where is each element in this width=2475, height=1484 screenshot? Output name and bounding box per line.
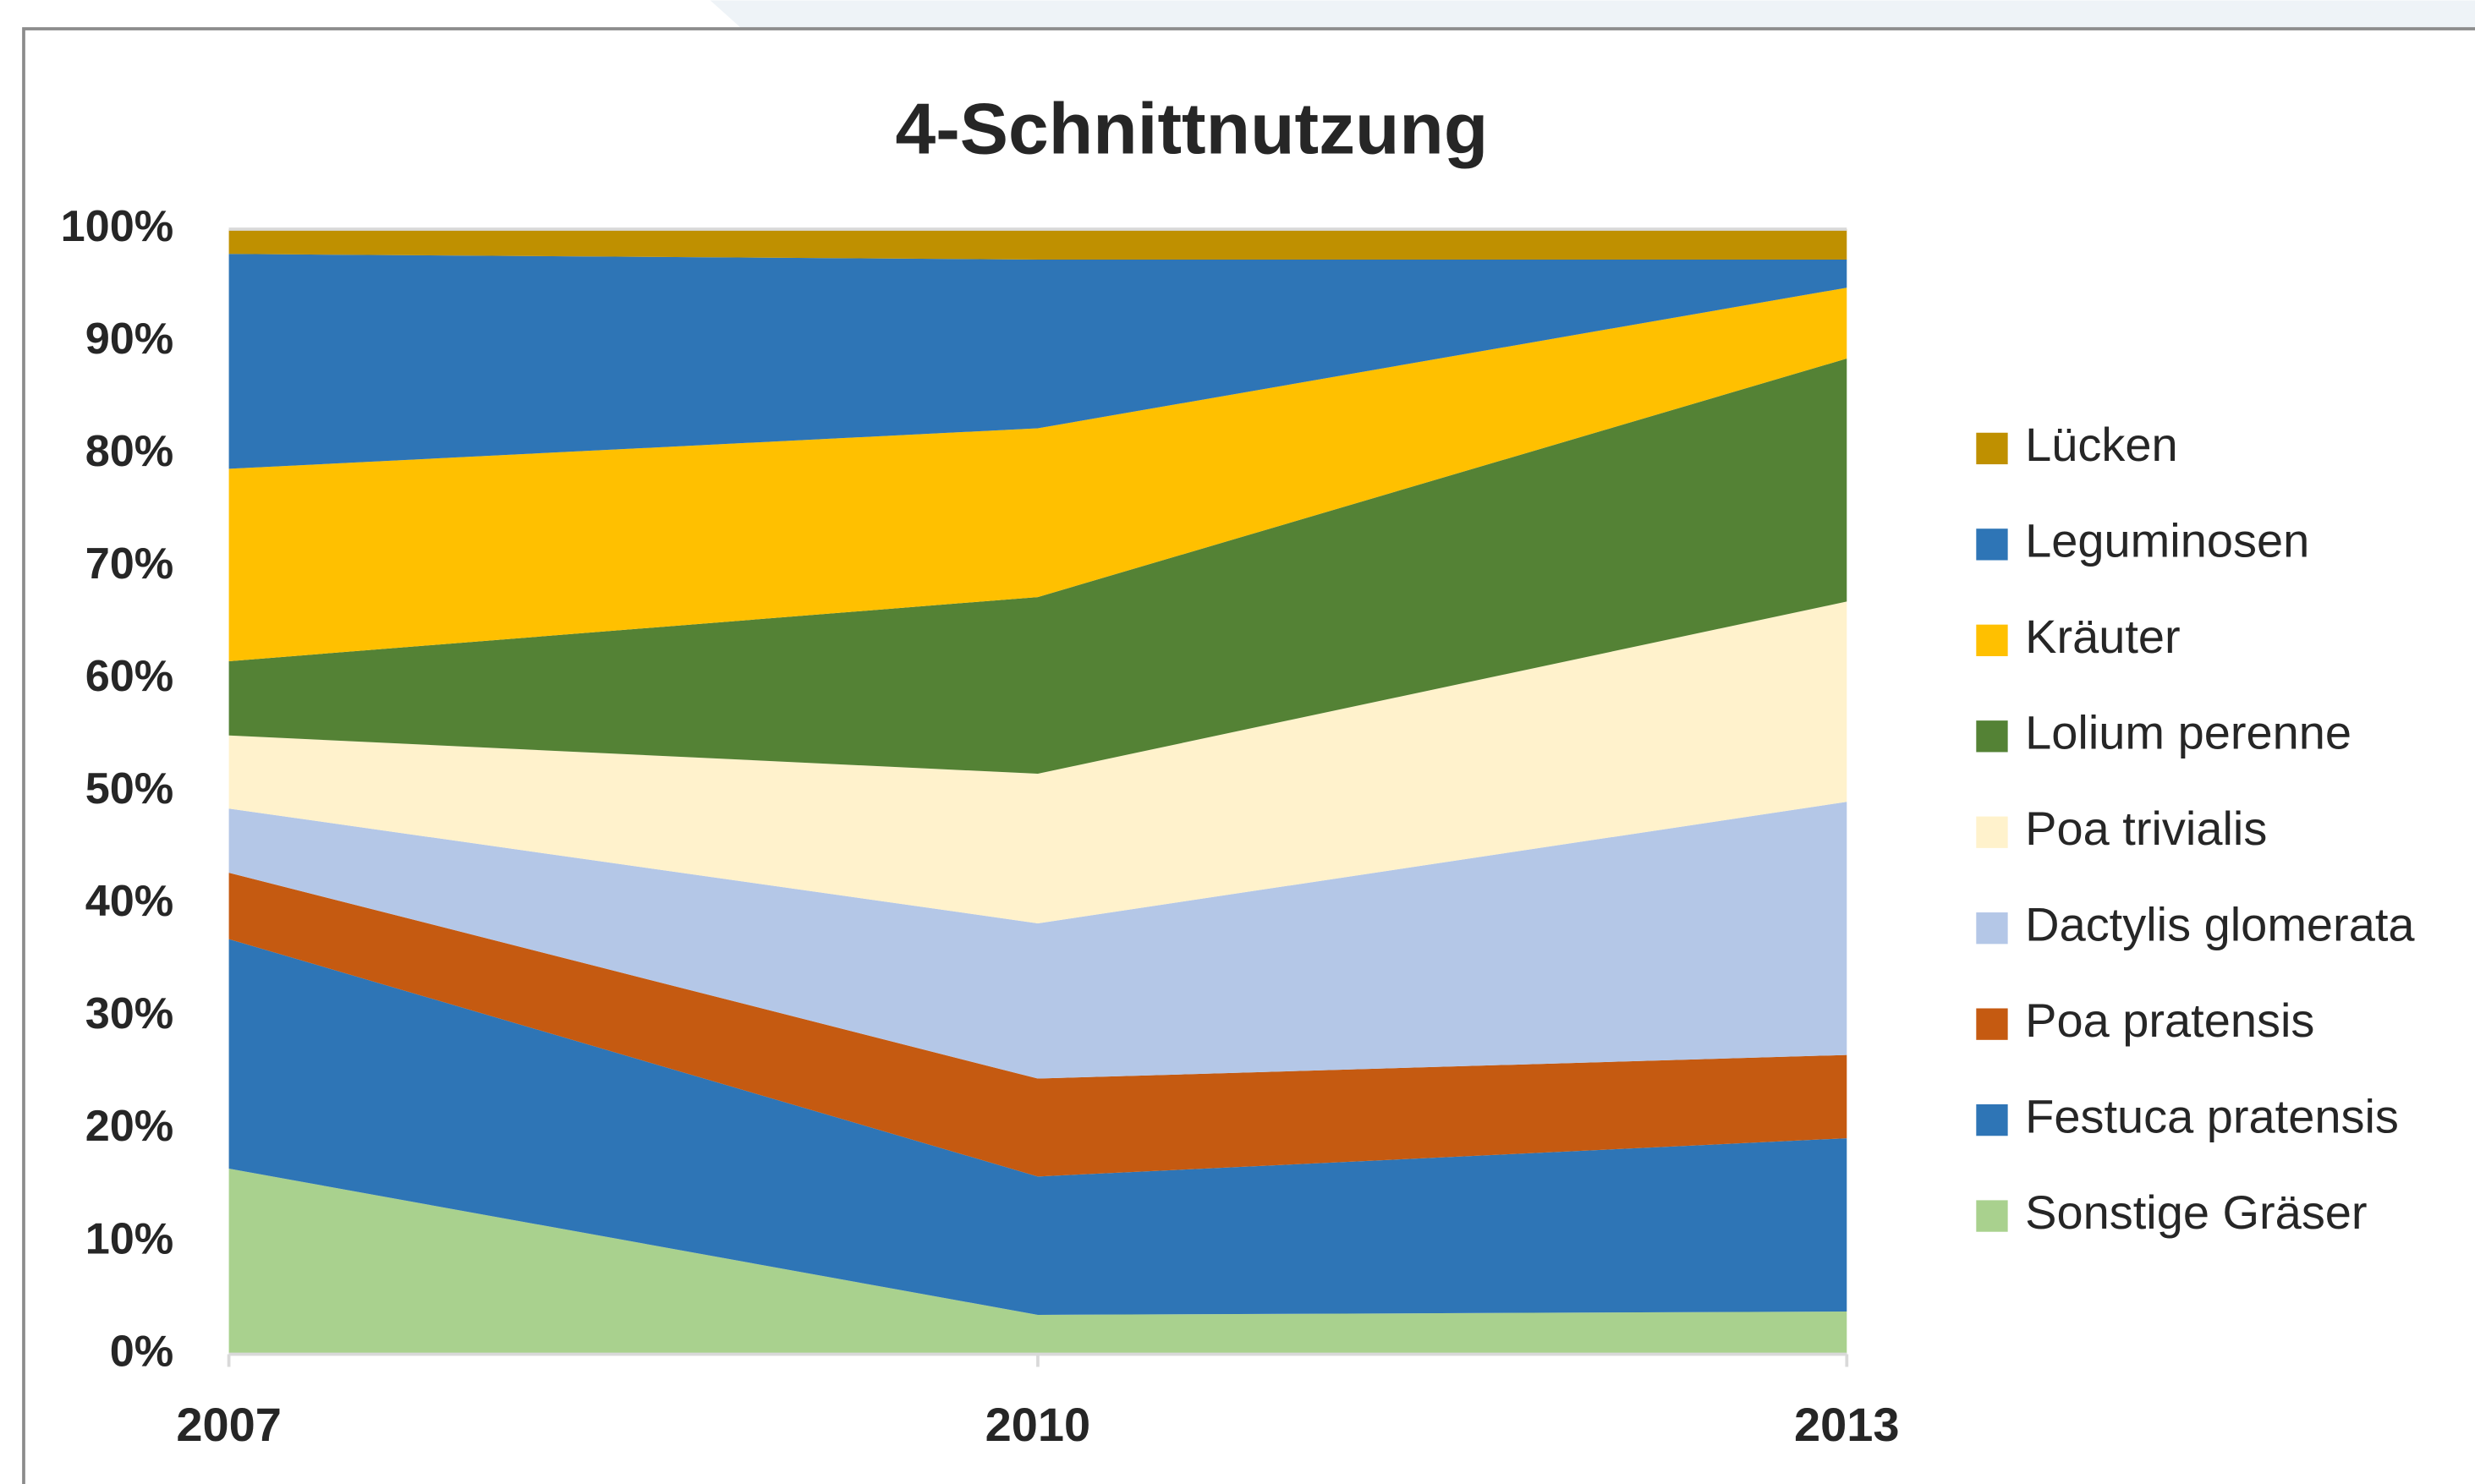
legend-swatch bbox=[1976, 528, 2008, 561]
legend-swatch bbox=[1976, 1008, 2008, 1040]
y-tick-label: 50% bbox=[85, 764, 174, 813]
background-shape bbox=[710, 0, 2475, 30]
area bbox=[228, 287, 1847, 661]
legend-swatch bbox=[1976, 816, 2008, 848]
legend-label: Lolium perenne bbox=[2025, 706, 2352, 759]
x-tick-label: 2013 bbox=[1794, 1398, 1900, 1451]
y-tick-label: 10% bbox=[85, 1214, 174, 1263]
legend-label: Dactylis glomerata bbox=[2025, 897, 2415, 950]
legend-label: Sonstige Gräser bbox=[2025, 1186, 2367, 1239]
legend-label: Lücken bbox=[2025, 418, 2177, 471]
y-tick-label: 60% bbox=[85, 652, 174, 701]
y-tick-label: 90% bbox=[85, 315, 174, 364]
legend-swatch bbox=[1976, 720, 2008, 753]
legend-label: Poa pratensis bbox=[2025, 994, 2314, 1047]
x-tick-label: 2007 bbox=[176, 1398, 282, 1451]
legend-label: Kräuter bbox=[2025, 610, 2181, 663]
y-tick-label: 80% bbox=[85, 427, 174, 476]
area bbox=[228, 1169, 1847, 1355]
legend-swatch bbox=[1976, 912, 2008, 945]
legend-label: Poa trivialis bbox=[2025, 802, 2267, 855]
legend-swatch bbox=[1976, 624, 2008, 656]
legend-label: Festuca pratensis bbox=[2025, 1089, 2399, 1142]
area bbox=[228, 601, 1847, 923]
y-tick-label: 100% bbox=[61, 202, 174, 251]
area bbox=[228, 254, 1847, 469]
y-tick-label: 0% bbox=[110, 1327, 174, 1376]
x-tick-label: 2010 bbox=[985, 1398, 1091, 1451]
y-tick-label: 20% bbox=[85, 1102, 174, 1151]
y-tick-label: 40% bbox=[85, 877, 174, 926]
y-tick-label: 70% bbox=[85, 539, 174, 589]
area bbox=[228, 939, 1847, 1315]
y-tick-label: 30% bbox=[85, 989, 174, 1038]
legend-swatch bbox=[1976, 1103, 2008, 1136]
legend-swatch bbox=[1976, 432, 2008, 465]
legend-swatch bbox=[1976, 1200, 2008, 1232]
area bbox=[228, 359, 1847, 774]
legend-label: Leguminosen bbox=[2025, 514, 2309, 567]
chart-title: 4-Schnittnutzung bbox=[895, 89, 1488, 170]
area bbox=[228, 229, 1847, 260]
area bbox=[228, 802, 1847, 1079]
area bbox=[228, 873, 1847, 1177]
